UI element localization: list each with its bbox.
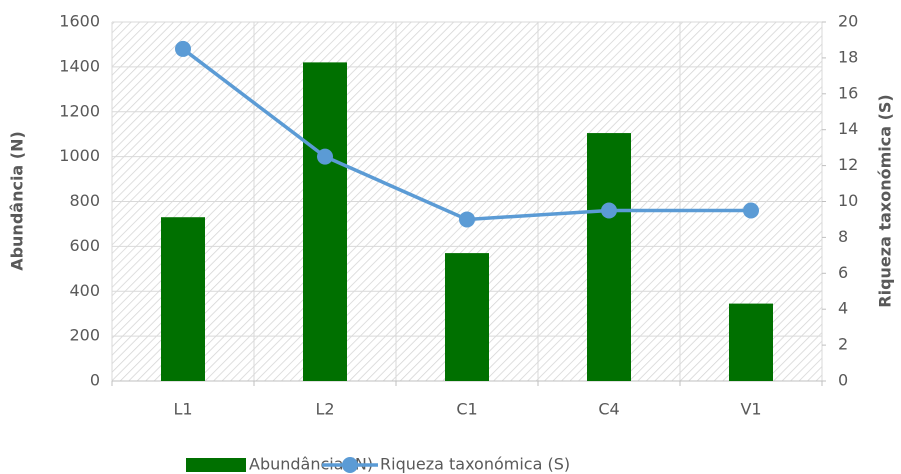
y-tick-label: 1200 bbox=[59, 101, 100, 120]
y2-tick-label: 2 bbox=[838, 335, 848, 354]
y2-tick-label: 4 bbox=[838, 299, 848, 318]
y-tick-label: 200 bbox=[69, 326, 100, 345]
y2-tick-label: 14 bbox=[838, 119, 858, 138]
y-axis-title: Abundância (N) bbox=[8, 131, 27, 271]
line-marker bbox=[175, 40, 191, 57]
legend-swatch bbox=[186, 458, 246, 472]
bar bbox=[445, 253, 489, 381]
y-tick-label: 800 bbox=[69, 191, 100, 210]
x-tick-label: C4 bbox=[598, 400, 619, 419]
y-tick-label: 600 bbox=[69, 236, 100, 255]
y-tick-label: 1400 bbox=[59, 56, 100, 75]
y2-tick-label: 12 bbox=[838, 155, 858, 174]
y-tick-label: 1600 bbox=[59, 12, 100, 31]
bar bbox=[303, 62, 347, 381]
line-marker bbox=[317, 148, 333, 165]
bar bbox=[587, 133, 631, 381]
x-tick-label: L1 bbox=[173, 400, 192, 419]
y2-tick-label: 8 bbox=[838, 227, 848, 246]
y2-tick-label: 10 bbox=[838, 191, 858, 210]
x-tick-label: L2 bbox=[315, 400, 334, 419]
y-tick-label: 0 bbox=[90, 371, 100, 390]
bar bbox=[729, 303, 773, 381]
legend-marker bbox=[342, 457, 358, 473]
y2-tick-label: 16 bbox=[838, 83, 858, 102]
y-tick-label: 1000 bbox=[59, 146, 100, 165]
line-marker bbox=[459, 211, 475, 228]
x-tick-label: C1 bbox=[456, 400, 477, 419]
bar bbox=[161, 217, 205, 381]
legend-label: Riqueza taxonómica (S) bbox=[380, 455, 570, 474]
y2-tick-label: 0 bbox=[838, 371, 848, 390]
x-tick-label: V1 bbox=[740, 400, 761, 419]
y2-tick-label: 6 bbox=[838, 263, 848, 282]
y2-axis-title: Riqueza taxonómica (S) bbox=[876, 94, 895, 307]
line-marker bbox=[743, 202, 759, 219]
y2-tick-label: 18 bbox=[838, 47, 858, 66]
line-marker bbox=[601, 202, 617, 219]
y2-tick-label: 20 bbox=[838, 12, 858, 31]
legend-label: Abundância (N) bbox=[249, 455, 373, 474]
y-tick-label: 400 bbox=[69, 281, 100, 300]
